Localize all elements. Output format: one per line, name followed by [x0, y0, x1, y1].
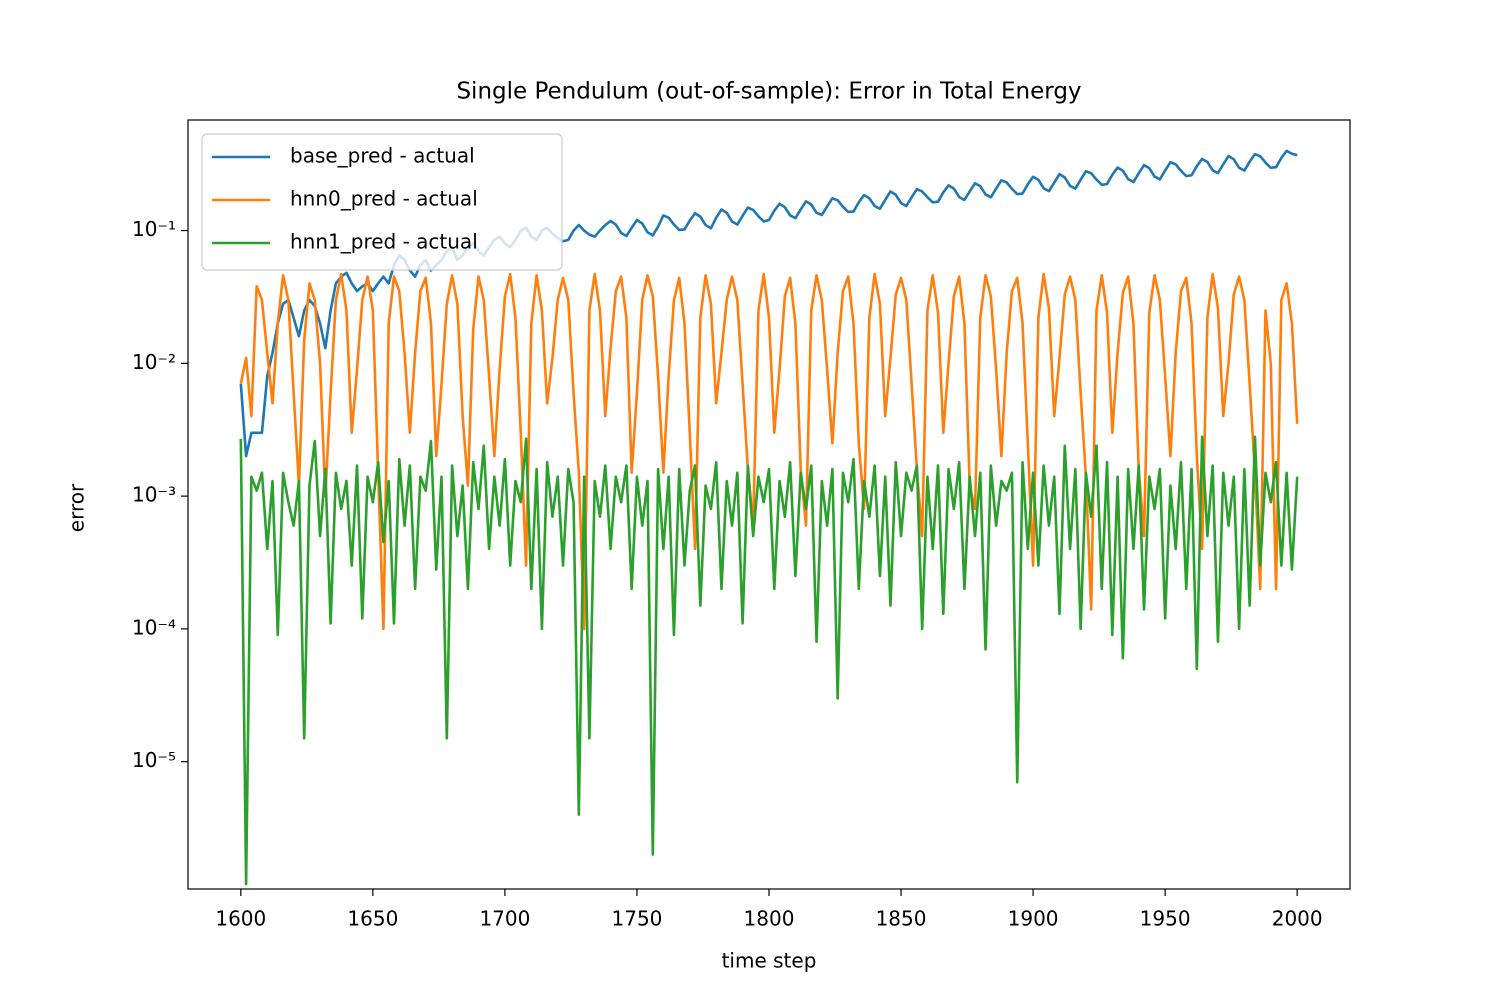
x-tick-label: 1900 [1008, 907, 1059, 931]
y-tick-label: 10⁻² [132, 350, 176, 374]
plot-area [239, 149, 1299, 886]
legend-box [201, 133, 563, 271]
legend-label: hnn1_pred - actual [290, 230, 478, 254]
legend-label: hnn0_pred - actual [290, 187, 478, 211]
x-tick-label: 1700 [479, 907, 530, 931]
data-line [239, 149, 1298, 458]
x-tick-label: 1600 [215, 907, 266, 931]
axes-frame [187, 119, 1351, 890]
chart-title: Single Pendulum (out-of-sample): Error i… [456, 79, 1081, 105]
x-tick-label: 2000 [1272, 907, 1323, 931]
x-tick-label: 1950 [1140, 907, 1191, 931]
data-line [239, 272, 1299, 631]
x-tick-label: 1850 [876, 907, 927, 931]
data-line [239, 435, 1299, 886]
y-tick-label: 10⁻³ [132, 483, 176, 507]
x-tick-label: 1750 [612, 907, 663, 931]
y-tick-label: 10⁻⁴ [132, 615, 176, 639]
y-axis-label: error [65, 483, 89, 532]
x-tick-label: 1800 [744, 907, 795, 931]
y-tick-label: 10⁻⁵ [132, 748, 176, 772]
legend-label: base_pred - actual [290, 144, 475, 168]
x-tick-label: 1650 [347, 907, 398, 931]
y-tick-label: 10⁻¹ [132, 217, 176, 241]
x-axis-label: time step [722, 949, 817, 973]
